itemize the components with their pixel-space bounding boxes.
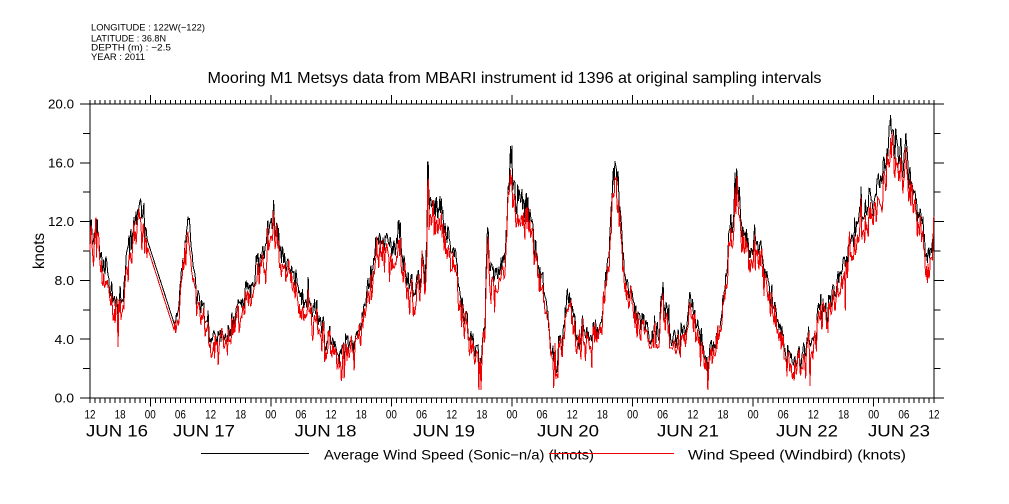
svg-text:18: 18 bbox=[356, 408, 367, 422]
svg-text:8.0: 8.0 bbox=[55, 273, 75, 288]
svg-text:JUN 17: JUN 17 bbox=[173, 423, 235, 441]
svg-text:12: 12 bbox=[85, 408, 96, 422]
svg-text:12: 12 bbox=[446, 408, 457, 422]
svg-text:JUN 19: JUN 19 bbox=[413, 423, 475, 441]
svg-text:06: 06 bbox=[416, 408, 427, 422]
svg-text:00: 00 bbox=[748, 408, 759, 422]
svg-text:Wind Speed (Windbird) (knots): Wind Speed (Windbird) (knots) bbox=[688, 447, 906, 463]
svg-text:18: 18 bbox=[838, 408, 849, 422]
svg-text:18: 18 bbox=[115, 408, 126, 422]
svg-text:12: 12 bbox=[687, 408, 698, 422]
svg-text:JUN 20: JUN 20 bbox=[537, 423, 599, 441]
svg-text:00: 00 bbox=[868, 408, 879, 422]
svg-text:JUN 22: JUN 22 bbox=[776, 423, 838, 441]
svg-text:00: 00 bbox=[386, 408, 397, 422]
svg-text:06: 06 bbox=[296, 408, 307, 422]
svg-text:LATITUDE : 36.8N: LATITUDE : 36.8N bbox=[91, 34, 166, 45]
svg-text:DEPTH (m) : −2.5: DEPTH (m) : −2.5 bbox=[91, 43, 171, 54]
svg-text:0.0: 0.0 bbox=[55, 391, 75, 406]
svg-text:06: 06 bbox=[537, 408, 548, 422]
svg-text:4.0: 4.0 bbox=[55, 332, 75, 347]
svg-text:YEAR : 2011: YEAR : 2011 bbox=[91, 52, 145, 63]
svg-text:JUN 21: JUN 21 bbox=[657, 423, 719, 441]
svg-text:18: 18 bbox=[235, 408, 246, 422]
svg-text:LONGITUDE : 122W(−122): LONGITUDE : 122W(−122) bbox=[91, 22, 205, 33]
svg-text:12: 12 bbox=[205, 408, 216, 422]
svg-text:06: 06 bbox=[657, 408, 668, 422]
svg-text:06: 06 bbox=[898, 408, 909, 422]
svg-text:12.0: 12.0 bbox=[48, 214, 74, 229]
svg-text:20.0: 20.0 bbox=[48, 97, 74, 112]
svg-text:12: 12 bbox=[326, 408, 337, 422]
svg-text:00: 00 bbox=[145, 408, 156, 422]
svg-text:06: 06 bbox=[778, 408, 789, 422]
svg-text:JUN 23: JUN 23 bbox=[868, 423, 930, 441]
svg-text:18: 18 bbox=[476, 408, 487, 422]
svg-text:JUN 18: JUN 18 bbox=[295, 423, 357, 441]
svg-text:12: 12 bbox=[567, 408, 578, 422]
svg-text:00: 00 bbox=[265, 408, 276, 422]
svg-text:JUN 16: JUN 16 bbox=[86, 423, 148, 441]
svg-text:knots: knots bbox=[31, 233, 48, 269]
svg-text:00: 00 bbox=[627, 408, 638, 422]
svg-text:12: 12 bbox=[808, 408, 819, 422]
svg-text:18: 18 bbox=[597, 408, 608, 422]
svg-text:00: 00 bbox=[507, 408, 518, 422]
svg-text:18: 18 bbox=[718, 408, 729, 422]
svg-text:16.0: 16.0 bbox=[48, 155, 74, 170]
svg-text:06: 06 bbox=[175, 408, 186, 422]
svg-text:Average Wind Speed (Sonic−n/a): Average Wind Speed (Sonic−n/a) (knots) bbox=[324, 447, 594, 463]
svg-text:12: 12 bbox=[929, 408, 940, 422]
svg-text:Mooring M1 Metsys data from MB: Mooring M1 Metsys data from MBARI instru… bbox=[208, 70, 822, 87]
